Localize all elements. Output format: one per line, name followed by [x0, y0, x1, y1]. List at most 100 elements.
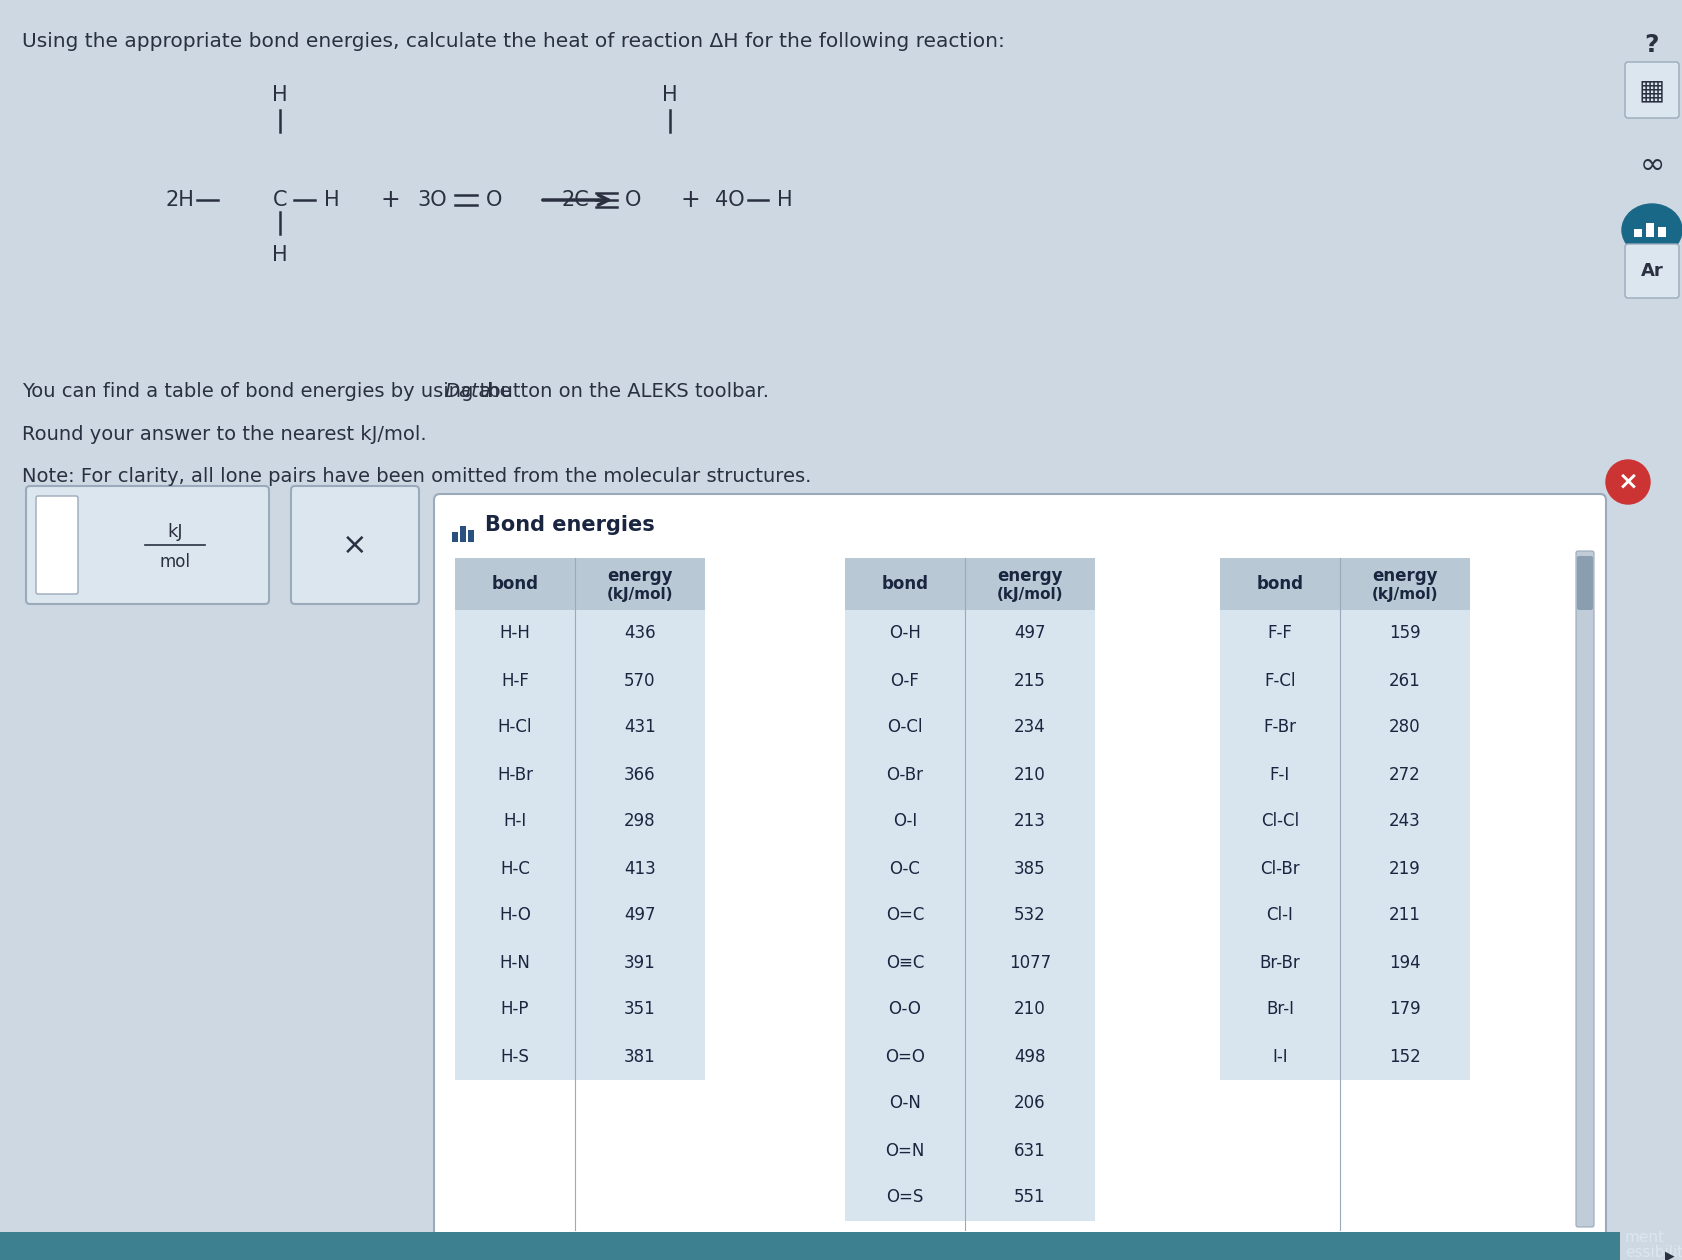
Text: 631: 631	[1014, 1142, 1045, 1159]
Text: +: +	[380, 188, 400, 212]
Text: ?: ?	[1643, 33, 1658, 57]
Bar	[1219, 751, 1468, 798]
Text: Br-I: Br-I	[1265, 1000, 1293, 1018]
Text: H: H	[272, 244, 288, 265]
Text: ▦: ▦	[1638, 76, 1663, 105]
Text: H-I: H-I	[503, 813, 526, 830]
Text: H-F: H-F	[501, 672, 528, 689]
Text: 4O: 4O	[715, 190, 745, 210]
Text: Br-Br: Br-Br	[1258, 954, 1300, 971]
Text: H-C: H-C	[500, 859, 530, 877]
Text: H-Cl: H-Cl	[498, 718, 532, 737]
Text: 215: 215	[1014, 672, 1045, 689]
Text: energy: energy	[997, 567, 1061, 585]
Text: 391: 391	[624, 954, 656, 971]
Text: ment: ment	[1625, 1231, 1663, 1245]
Text: Using the appropriate bond energies, calculate the heat of reaction ΔH for the f: Using the appropriate bond energies, cal…	[22, 32, 1004, 50]
Bar	[844, 798, 1095, 845]
Bar	[844, 892, 1095, 939]
Bar	[1219, 892, 1468, 939]
Text: O=C: O=C	[885, 906, 923, 925]
Text: I-I: I-I	[1272, 1047, 1287, 1066]
Bar	[844, 751, 1095, 798]
Bar	[452, 532, 458, 542]
FancyBboxPatch shape	[434, 494, 1605, 1246]
Bar	[844, 558, 1095, 610]
Text: F-I: F-I	[1270, 766, 1290, 784]
Bar	[1219, 845, 1468, 892]
Text: energy: energy	[607, 567, 673, 585]
Text: 280: 280	[1388, 718, 1420, 737]
Text: O-I: O-I	[893, 813, 917, 830]
Text: O-Cl: O-Cl	[886, 718, 922, 737]
FancyBboxPatch shape	[1576, 556, 1593, 610]
Bar	[1645, 223, 1653, 237]
Bar	[844, 1126, 1095, 1174]
Text: 2C: 2C	[560, 190, 589, 210]
Bar	[844, 939, 1095, 987]
Text: bond: bond	[881, 575, 928, 593]
Bar	[454, 987, 705, 1033]
Bar	[844, 1033, 1095, 1080]
Text: 219: 219	[1388, 859, 1420, 877]
Text: H-O: H-O	[500, 906, 530, 925]
Text: ∞: ∞	[1638, 150, 1663, 179]
Text: C: C	[272, 190, 288, 210]
Bar	[454, 656, 705, 704]
Text: H-H: H-H	[500, 625, 530, 643]
Text: O≡C: O≡C	[885, 954, 923, 971]
Text: 210: 210	[1014, 1000, 1045, 1018]
Text: 234: 234	[1014, 718, 1045, 737]
Text: 381: 381	[624, 1047, 656, 1066]
Bar	[1633, 229, 1642, 237]
Text: 152: 152	[1388, 1047, 1420, 1066]
Text: H: H	[777, 190, 792, 210]
Bar	[844, 1174, 1095, 1221]
Text: (kJ/mol): (kJ/mol)	[1371, 586, 1438, 601]
Text: 2H: 2H	[165, 190, 195, 210]
Bar	[468, 530, 474, 542]
Text: Cl-I: Cl-I	[1267, 906, 1293, 925]
Text: 351: 351	[624, 1000, 656, 1018]
Bar	[1219, 610, 1468, 656]
Text: 497: 497	[1014, 625, 1045, 643]
Text: 298: 298	[624, 813, 656, 830]
Text: O-N: O-N	[888, 1095, 920, 1113]
Text: O-Br: O-Br	[886, 766, 923, 784]
Circle shape	[1630, 23, 1674, 67]
Text: O: O	[624, 190, 641, 210]
Text: F-F: F-F	[1267, 625, 1292, 643]
Text: Round your answer to the nearest kJ/mol.: Round your answer to the nearest kJ/mol.	[22, 425, 426, 444]
Text: H: H	[325, 190, 340, 210]
Text: 551: 551	[1014, 1188, 1045, 1207]
Text: H: H	[272, 84, 288, 105]
Text: energy: energy	[1371, 567, 1436, 585]
Text: bond: bond	[491, 575, 538, 593]
Text: 213: 213	[1014, 813, 1045, 830]
Bar	[454, 798, 705, 845]
Text: 497: 497	[624, 906, 656, 925]
Text: F-Cl: F-Cl	[1263, 672, 1295, 689]
FancyBboxPatch shape	[291, 486, 419, 604]
Bar	[1219, 558, 1468, 610]
FancyBboxPatch shape	[1625, 244, 1679, 299]
Text: Data: Data	[444, 382, 491, 401]
Text: 431: 431	[624, 718, 656, 737]
Text: O-O: O-O	[888, 1000, 920, 1018]
Text: ×: ×	[1616, 470, 1638, 494]
Text: 1077: 1077	[1008, 954, 1051, 971]
Text: H-Br: H-Br	[496, 766, 533, 784]
Bar	[844, 704, 1095, 751]
Circle shape	[1605, 460, 1648, 504]
Bar	[454, 1033, 705, 1080]
Text: 194: 194	[1388, 954, 1420, 971]
Text: O=S: O=S	[886, 1188, 923, 1207]
Text: (kJ/mol): (kJ/mol)	[996, 586, 1063, 601]
Bar	[844, 610, 1095, 656]
Text: 532: 532	[1014, 906, 1045, 925]
Text: 272: 272	[1388, 766, 1420, 784]
Bar	[454, 845, 705, 892]
Text: O: O	[486, 190, 501, 210]
Bar	[1219, 1033, 1468, 1080]
Text: kJ: kJ	[167, 523, 183, 541]
